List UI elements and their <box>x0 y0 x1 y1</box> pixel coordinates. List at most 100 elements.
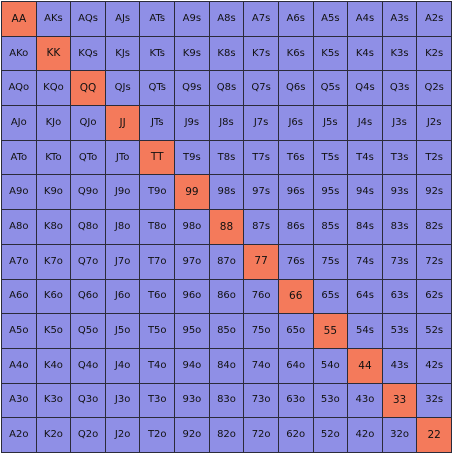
hand-cell-33[interactable]: 33 <box>382 383 417 418</box>
hand-cell-82s[interactable]: 82s <box>417 210 451 244</box>
hand-cell-J2s[interactable]: J2s <box>417 106 451 140</box>
hand-cell-K2s[interactable]: K2s <box>417 36 451 71</box>
hand-cell-83s[interactable]: 83s <box>382 210 417 244</box>
hand-cell-43s[interactable]: 43s <box>382 348 417 383</box>
hand-cell-J2o[interactable]: J2o <box>105 418 140 452</box>
hand-cell-93o[interactable]: 93o <box>175 383 209 418</box>
hand-cell-K9s[interactable]: K9s <box>175 36 209 71</box>
hand-cell-K5o[interactable]: K5o <box>36 314 71 348</box>
hand-cell-98o[interactable]: 98o <box>175 210 209 244</box>
hand-cell-J9o[interactable]: J9o <box>105 175 140 210</box>
hand-cell-A8o[interactable]: A8o <box>2 210 36 244</box>
hand-cell-K3o[interactable]: K3o <box>36 383 71 418</box>
hand-cell-J4s[interactable]: J4s <box>348 106 382 140</box>
hand-cell-J4o[interactable]: J4o <box>105 348 140 383</box>
hand-cell-AQs[interactable]: AQs <box>71 2 105 36</box>
hand-cell-QTo[interactable]: QTo <box>71 140 105 175</box>
hand-cell-73s[interactable]: 73s <box>382 244 417 279</box>
hand-cell-J5o[interactable]: J5o <box>105 314 140 348</box>
hand-cell-Q7s[interactable]: Q7s <box>244 71 278 106</box>
hand-cell-ATs[interactable]: ATs <box>140 2 175 36</box>
hand-cell-A2o[interactable]: A2o <box>2 418 36 452</box>
hand-cell-42s[interactable]: 42s <box>417 348 451 383</box>
hand-cell-95o[interactable]: 95o <box>175 314 209 348</box>
hand-cell-T6s[interactable]: T6s <box>278 140 313 175</box>
hand-cell-43o[interactable]: 43o <box>348 383 382 418</box>
hand-cell-42o[interactable]: 42o <box>348 418 382 452</box>
hand-cell-55[interactable]: 55 <box>313 314 348 348</box>
hand-cell-65o[interactable]: 65o <box>278 314 313 348</box>
hand-cell-T3s[interactable]: T3s <box>382 140 417 175</box>
hand-cell-Q5o[interactable]: Q5o <box>71 314 105 348</box>
hand-cell-52o[interactable]: 52o <box>313 418 348 452</box>
hand-cell-97s[interactable]: 97s <box>244 175 278 210</box>
hand-cell-92o[interactable]: 92o <box>175 418 209 452</box>
hand-cell-63o[interactable]: 63o <box>278 383 313 418</box>
hand-cell-54o[interactable]: 54o <box>313 348 348 383</box>
hand-cell-82o[interactable]: 82o <box>209 418 244 452</box>
hand-cell-T8o[interactable]: T8o <box>140 210 175 244</box>
hand-cell-J7s[interactable]: J7s <box>244 106 278 140</box>
hand-cell-AKo[interactable]: AKo <box>2 36 36 71</box>
hand-cell-K9o[interactable]: K9o <box>36 175 71 210</box>
hand-cell-A4o[interactable]: A4o <box>2 348 36 383</box>
hand-cell-K8s[interactable]: K8s <box>209 36 244 71</box>
hand-cell-Q3s[interactable]: Q3s <box>382 71 417 106</box>
hand-cell-22[interactable]: 22 <box>417 418 451 452</box>
hand-cell-A9s[interactable]: A9s <box>175 2 209 36</box>
hand-cell-63s[interactable]: 63s <box>382 279 417 314</box>
hand-cell-A8s[interactable]: A8s <box>209 2 244 36</box>
hand-cell-94o[interactable]: 94o <box>175 348 209 383</box>
hand-cell-K4o[interactable]: K4o <box>36 348 71 383</box>
hand-cell-A6o[interactable]: A6o <box>2 279 36 314</box>
hand-cell-K4s[interactable]: K4s <box>348 36 382 71</box>
hand-cell-96o[interactable]: 96o <box>175 279 209 314</box>
hand-cell-95s[interactable]: 95s <box>313 175 348 210</box>
hand-cell-K8o[interactable]: K8o <box>36 210 71 244</box>
hand-cell-94s[interactable]: 94s <box>348 175 382 210</box>
hand-cell-A4s[interactable]: A4s <box>348 2 382 36</box>
hand-cell-T9o[interactable]: T9o <box>140 175 175 210</box>
hand-cell-QJo[interactable]: QJo <box>71 106 105 140</box>
hand-cell-65s[interactable]: 65s <box>313 279 348 314</box>
hand-cell-64s[interactable]: 64s <box>348 279 382 314</box>
hand-cell-KTo[interactable]: KTo <box>36 140 71 175</box>
hand-cell-T8s[interactable]: T8s <box>209 140 244 175</box>
hand-cell-75s[interactable]: 75s <box>313 244 348 279</box>
hand-cell-74s[interactable]: 74s <box>348 244 382 279</box>
hand-cell-KQs[interactable]: KQs <box>71 36 105 71</box>
hand-cell-83o[interactable]: 83o <box>209 383 244 418</box>
hand-cell-88[interactable]: 88 <box>209 210 244 244</box>
hand-cell-KJo[interactable]: KJo <box>36 106 71 140</box>
hand-cell-T4s[interactable]: T4s <box>348 140 382 175</box>
hand-cell-AQo[interactable]: AQo <box>2 71 36 106</box>
hand-cell-85o[interactable]: 85o <box>209 314 244 348</box>
hand-cell-T5o[interactable]: T5o <box>140 314 175 348</box>
hand-cell-JJ[interactable]: JJ <box>105 106 140 140</box>
hand-cell-73o[interactable]: 73o <box>244 383 278 418</box>
hand-cell-Q6o[interactable]: Q6o <box>71 279 105 314</box>
hand-cell-KQo[interactable]: KQo <box>36 71 71 106</box>
hand-cell-T7o[interactable]: T7o <box>140 244 175 279</box>
hand-cell-Q8o[interactable]: Q8o <box>71 210 105 244</box>
hand-cell-99[interactable]: 99 <box>175 175 209 210</box>
hand-cell-Q4o[interactable]: Q4o <box>71 348 105 383</box>
hand-cell-K5s[interactable]: K5s <box>313 36 348 71</box>
hand-cell-85s[interactable]: 85s <box>313 210 348 244</box>
hand-cell-T2s[interactable]: T2s <box>417 140 451 175</box>
hand-cell-84o[interactable]: 84o <box>209 348 244 383</box>
hand-cell-A7s[interactable]: A7s <box>244 2 278 36</box>
hand-cell-KK[interactable]: KK <box>36 36 71 71</box>
hand-cell-TT[interactable]: TT <box>140 140 175 175</box>
hand-cell-QTs[interactable]: QTs <box>140 71 175 106</box>
hand-cell-62s[interactable]: 62s <box>417 279 451 314</box>
hand-cell-J7o[interactable]: J7o <box>105 244 140 279</box>
hand-cell-T5s[interactable]: T5s <box>313 140 348 175</box>
hand-cell-K3s[interactable]: K3s <box>382 36 417 71</box>
hand-cell-Q5s[interactable]: Q5s <box>313 71 348 106</box>
hand-cell-JTo[interactable]: JTo <box>105 140 140 175</box>
hand-cell-K6s[interactable]: K6s <box>278 36 313 71</box>
hand-cell-A2s[interactable]: A2s <box>417 2 451 36</box>
hand-cell-62o[interactable]: 62o <box>278 418 313 452</box>
hand-cell-T2o[interactable]: T2o <box>140 418 175 452</box>
